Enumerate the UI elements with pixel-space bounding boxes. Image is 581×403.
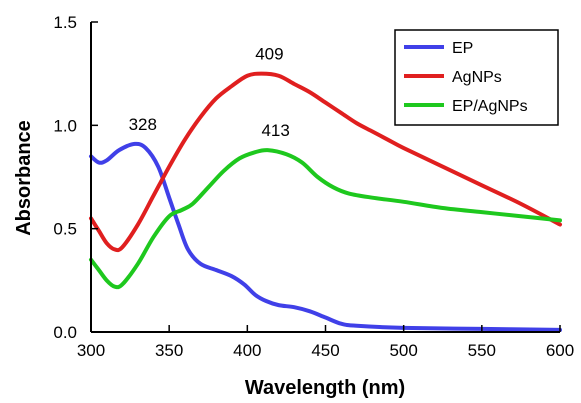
peak-label-328: 328	[129, 115, 157, 134]
series-line-ep-agnps	[89, 148, 562, 290]
x-tick-label-450: 450	[311, 341, 339, 360]
x-tick-label-550: 550	[468, 341, 496, 360]
peak-label-413: 413	[261, 121, 289, 140]
y-axis-title: Absorbance	[13, 120, 35, 236]
ticks-layer: 300 350 400 450 500 550 600 0.0 0.5 1.0 1.5	[53, 13, 574, 360]
x-tick-label-500: 500	[389, 341, 417, 360]
legend-label-ep: EP	[452, 40, 473, 57]
y-tick-label-0: 0.0	[53, 323, 77, 342]
x-tick-label-300: 300	[77, 341, 105, 360]
series-line-ep	[89, 141, 562, 332]
x-tick-label-350: 350	[155, 341, 183, 360]
x-axis-title: Wavelength (nm)	[245, 377, 405, 399]
legend: EP AgNPs EP/AgNPs	[394, 29, 559, 126]
y-tick-label-1: 0.5	[53, 220, 77, 239]
series-line-agnps	[89, 71, 562, 253]
annotations-layer: 328 409 413	[129, 45, 290, 140]
y-tick-label-2: 1.0	[53, 116, 77, 135]
x-tick-label-400: 400	[233, 341, 261, 360]
series-layer	[89, 71, 562, 332]
legend-label-ep-agnps: EP/AgNPs	[452, 98, 528, 115]
peak-label-409: 409	[255, 45, 283, 64]
legend-label-agnps: AgNPs	[452, 69, 502, 86]
y-tick-label-3: 1.5	[53, 13, 77, 32]
x-tick-label-600: 600	[546, 341, 574, 360]
